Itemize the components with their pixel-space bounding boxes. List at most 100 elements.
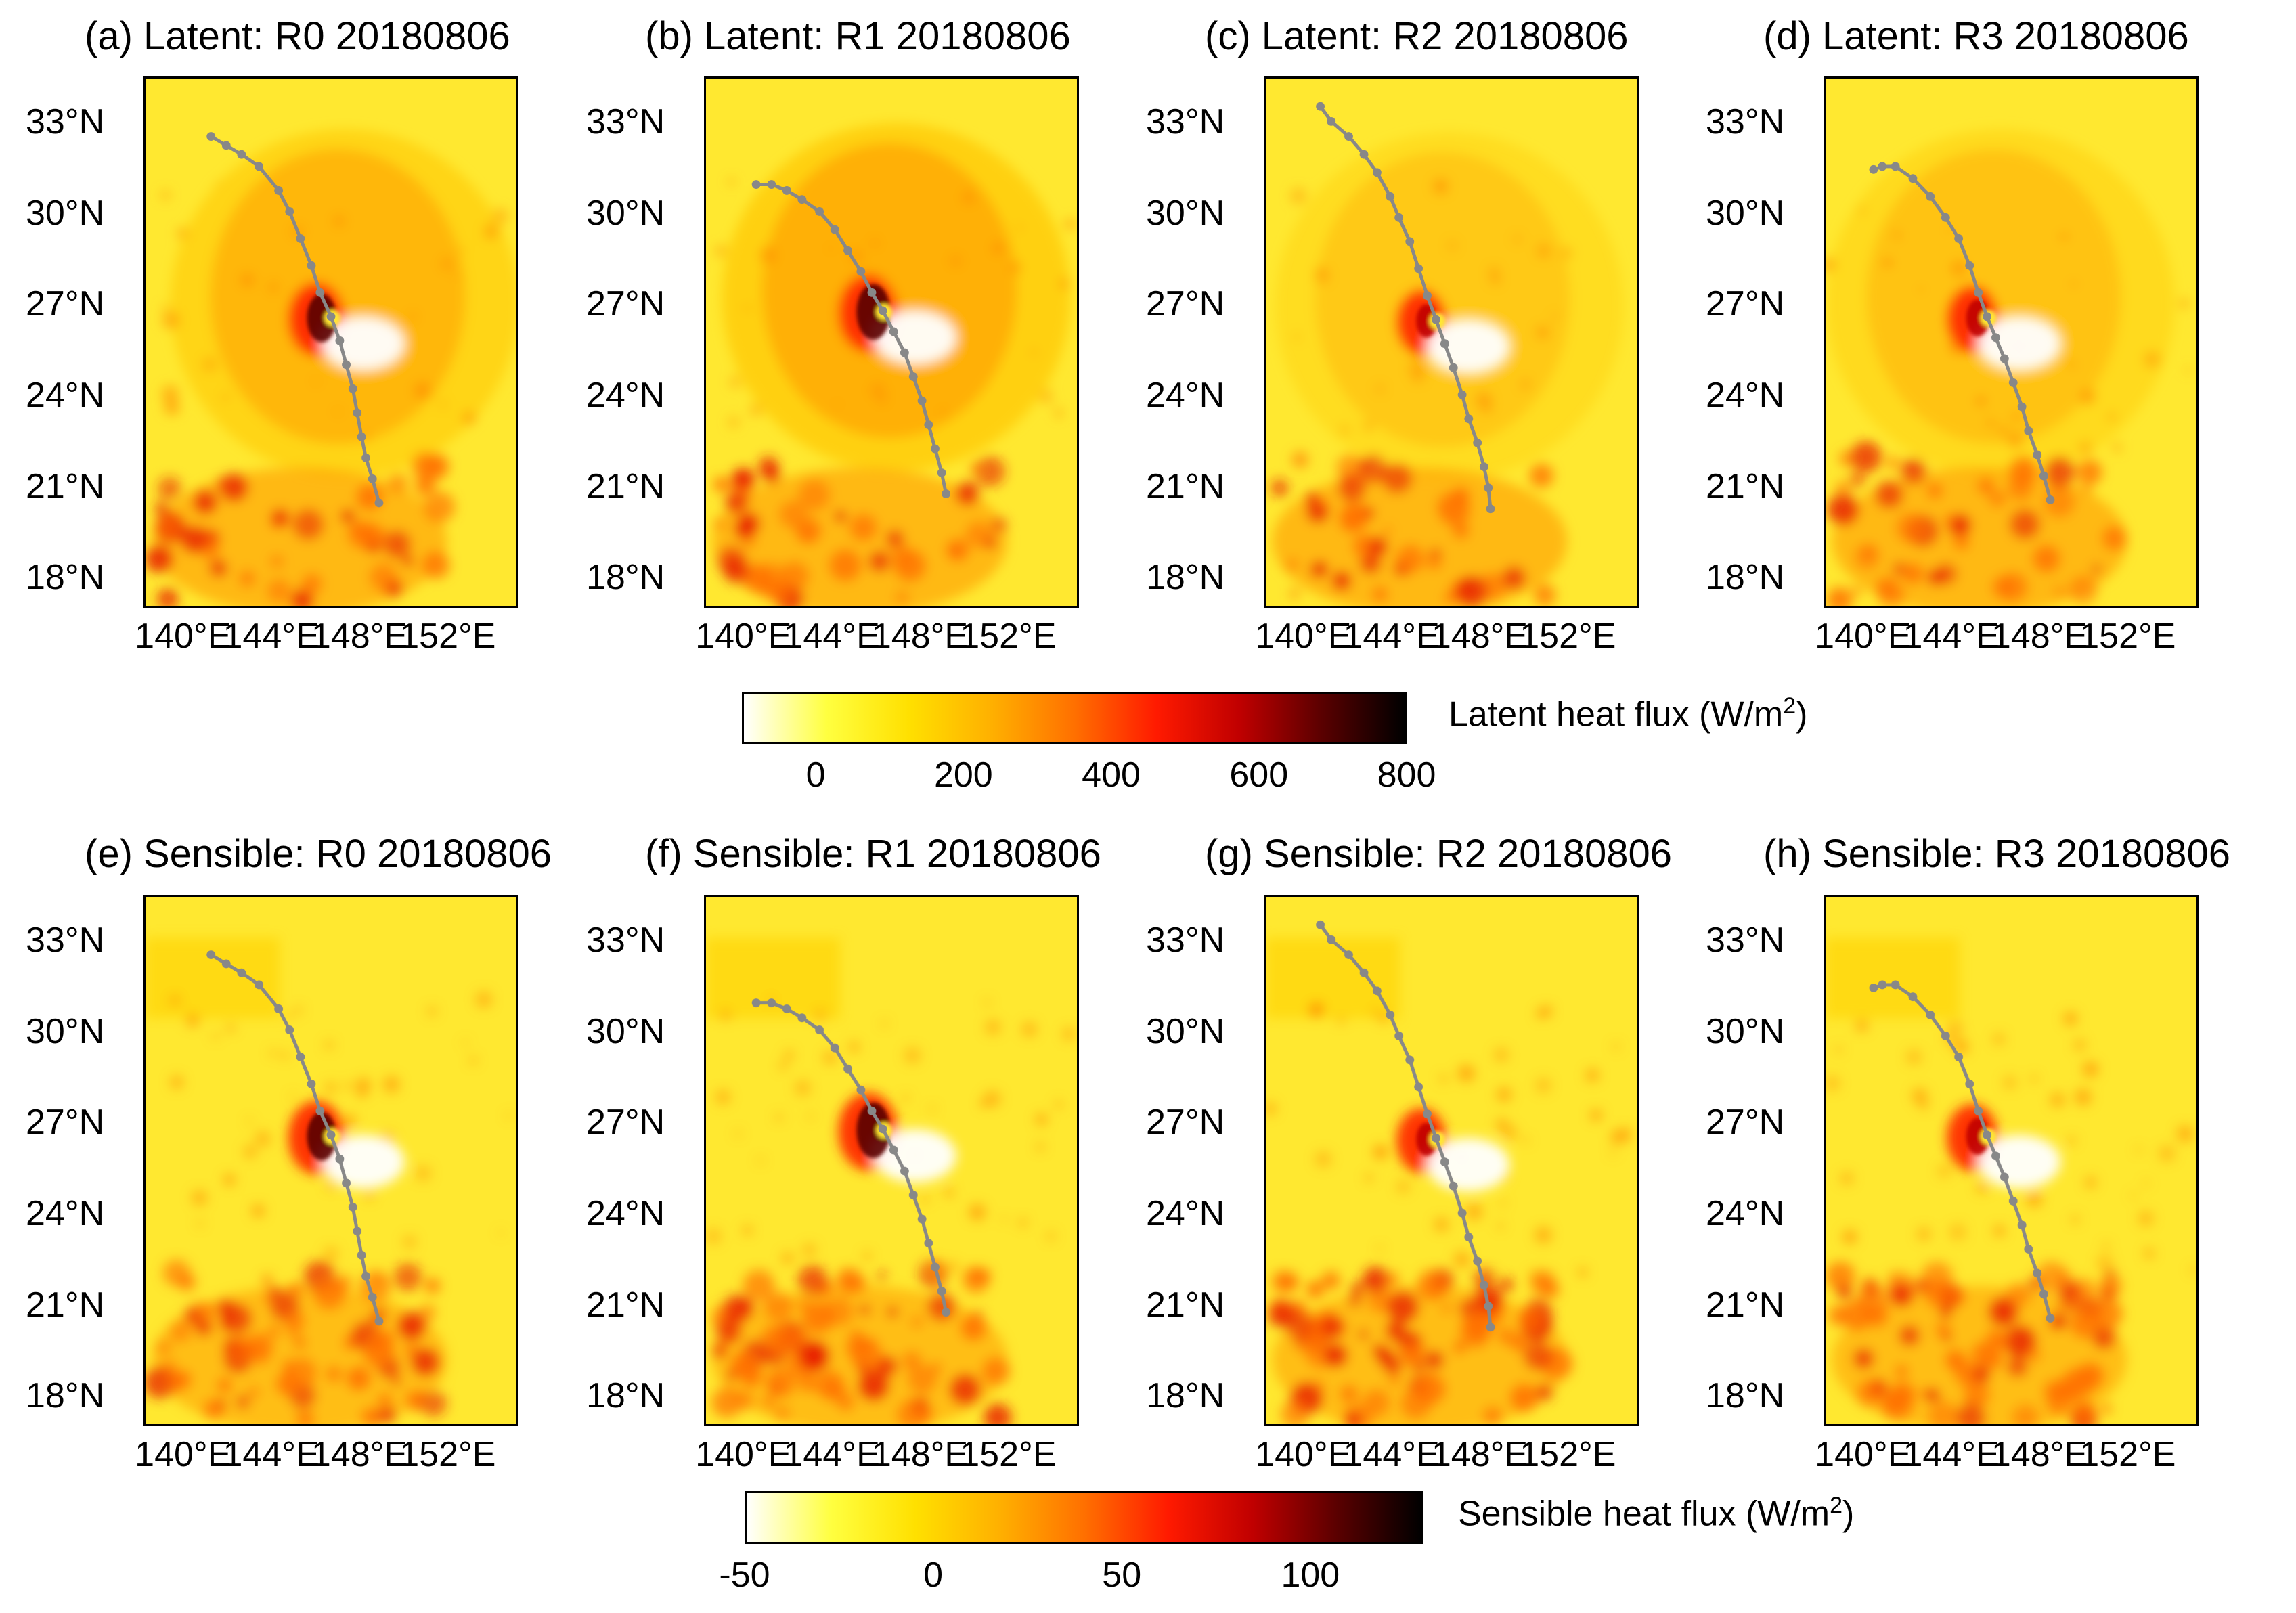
scattered-cell (2080, 389, 2096, 405)
storm-track-point (2000, 354, 2009, 363)
convective-cell (946, 539, 969, 562)
convective-cell (1985, 1350, 2004, 1369)
convective-cell (371, 1329, 395, 1352)
scattered-cell (794, 1080, 811, 1097)
convective-cell (975, 456, 1006, 487)
scattered-cell (2102, 1242, 2110, 1250)
lat-tick-label: 27°N (586, 1103, 665, 1143)
scattered-cell (462, 411, 476, 425)
convective-cell (711, 1387, 743, 1418)
scattered-cell (1946, 227, 1952, 234)
storm-track-point (1423, 1109, 1432, 1119)
storm-track-point (889, 327, 898, 336)
lon-tick-label: 148°E (871, 617, 969, 656)
convective-cell (2092, 564, 2102, 574)
storm-track-point (942, 489, 951, 499)
storm-track-point (2046, 1314, 2055, 1323)
field-shading (1271, 132, 1624, 606)
scattered-cell (162, 311, 180, 330)
storm-track-point (889, 1145, 898, 1155)
storm-track-point (908, 372, 918, 381)
convective-cell (1989, 1297, 2018, 1327)
storm-track-point (1484, 483, 1493, 493)
convective-cell (733, 470, 751, 488)
convective-cell (774, 1406, 790, 1421)
scattered-cell (2074, 1088, 2092, 1106)
convective-cell (2102, 526, 2127, 551)
convective-cell (1348, 1294, 1361, 1308)
map-panel-r2-sensible (1264, 895, 1639, 1426)
lon-tick-label: 152°E (960, 1435, 1057, 1474)
scattered-cell (863, 1252, 871, 1260)
scattered-cell (984, 1090, 1001, 1107)
scattered-cell (742, 1225, 753, 1235)
convective-cell (1367, 1287, 1393, 1313)
storm-track-point (1344, 950, 1353, 959)
convective-cell (714, 518, 726, 529)
convective-cell (301, 573, 322, 594)
lon-tick-label: 140°E (1255, 1435, 1352, 1474)
latent-colorbar-tick-label: 0 (805, 755, 826, 795)
storm-track-point (342, 360, 351, 370)
scattered-cell (1055, 409, 1063, 418)
convective-cell (2033, 545, 2060, 573)
scattered-cell (475, 991, 493, 1008)
storm-track-point (1457, 390, 1467, 399)
storm-track-point (843, 1064, 852, 1074)
convective-cell (1895, 1365, 1908, 1378)
scattered-cell (1065, 219, 1076, 229)
convective-cell (424, 491, 455, 523)
convective-cell (1389, 1375, 1400, 1387)
scattered-cell (462, 1040, 468, 1046)
scattered-cell (426, 1006, 437, 1017)
storm-track-point (1941, 213, 1950, 222)
lon-tick-label: 144°E (1343, 1435, 1440, 1474)
storm-track-point (255, 162, 264, 171)
scattered-cell (2079, 441, 2092, 455)
scattered-cell (2107, 412, 2117, 422)
field-shading (1266, 937, 1633, 1424)
convective-cell (1886, 456, 1900, 470)
lat-tick-label: 27°N (586, 284, 665, 324)
convective-cell (1827, 493, 1859, 525)
convective-cell (859, 1304, 870, 1316)
scattered-cell (2073, 1038, 2086, 1051)
storm-track-point (357, 1250, 366, 1260)
scattered-cell (715, 1089, 730, 1105)
storm-track-point (924, 420, 933, 429)
storm-track-point (342, 1178, 351, 1188)
scattered-cell (1953, 1039, 1969, 1055)
storm-track-point (2008, 378, 2018, 387)
scattered-cell (2084, 1176, 2097, 1189)
scattered-cell (1439, 1074, 1448, 1083)
lat-tick-label: 27°N (1706, 1103, 1785, 1143)
scattered-cell (1992, 1032, 2006, 1046)
field-shading (1826, 129, 2192, 606)
convective-cell (424, 1277, 441, 1294)
storm-track-point (274, 185, 284, 195)
storm-track-point (856, 267, 866, 276)
convective-cell (2101, 1404, 2112, 1414)
convective-cell (236, 1395, 250, 1409)
panel-title: (a) Latent: R0 20180806 (85, 14, 510, 58)
scattered-cell (294, 1006, 303, 1015)
storm-core-low-flux (1426, 1138, 1510, 1192)
storm-track-point (374, 1317, 384, 1326)
storm-track-point (751, 998, 761, 1007)
scattered-cell (1590, 1109, 1602, 1122)
field-shading (1826, 937, 2196, 1424)
convective-cell (195, 1319, 213, 1337)
convective-cell (1359, 1329, 1369, 1340)
lat-tick-label: 18°N (1146, 558, 1225, 598)
scattered-cell (1363, 420, 1374, 433)
scattered-cell (1537, 244, 1550, 257)
convective-cell (1317, 562, 1328, 573)
lon-tick-label: 152°E (2079, 1435, 2176, 1474)
storm-track-point (767, 998, 776, 1007)
convective-cell (270, 554, 284, 569)
storm-track-point (221, 141, 231, 150)
storm-track-point (1486, 1323, 1495, 1332)
convective-cell (734, 1297, 755, 1318)
lat-tick-label: 33°N (26, 102, 105, 142)
scattered-cell (1561, 247, 1572, 259)
